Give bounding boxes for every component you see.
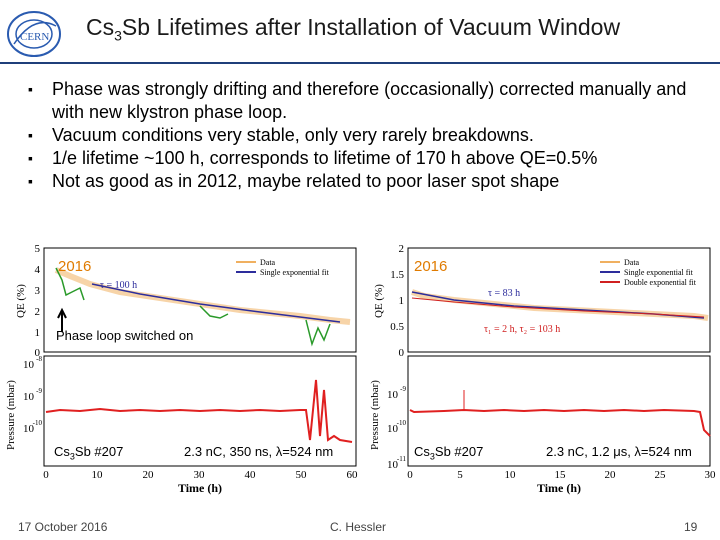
tick-label: 20 [143,469,155,481]
title-divider [0,62,720,64]
tick-label: 10 [505,469,517,481]
right-sample-label: Cs3Sb #207 [414,444,484,462]
annotation-arrow-icon [57,307,67,332]
tick-label: 10 [23,391,35,403]
tick-exp: -9 [36,387,42,395]
tick-label: 10 [23,423,35,435]
left-legend-fit: Single exponential fit [260,268,330,277]
left-x-ticks: 0 10 20 30 40 50 60 [43,469,358,481]
page-title: Cs3Sb Lifetimes after Installation of Va… [86,14,621,44]
bullet-item: Not as good as in 2012, maybe related to… [28,170,698,193]
right-xlabel: Time (h) [537,481,581,495]
bullet-item: Phase was strongly drifting and therefor… [28,78,698,124]
tick-exp: -10 [397,419,407,427]
right-legend-data: Data [624,258,640,267]
left-qe-green-trace-2 [199,305,229,319]
left-tau-label: τ = 100 h [100,280,137,291]
right-legend-fit1: Single exponential fit [624,268,694,277]
phase-loop-annotation: Phase loop switched on [56,328,194,343]
tick-exp: -8 [36,355,42,363]
bullet-item: 1/e lifetime ~100 h, corresponds to life… [28,147,698,170]
footer-date: 17 October 2016 [18,520,108,534]
right-tau-label: τ = 83 h [488,288,520,299]
cern-logo-icon: CERN [7,11,61,57]
tick-label: 10 [387,389,399,401]
tick-label: 5 [457,469,463,481]
left-lifetime-plot: Data Single exponential fit τ = 100 h 5 … [5,243,358,495]
left-pressure-trace [45,379,353,443]
right-qe-fit-double [411,297,705,318]
logo-text: CERN [20,31,49,43]
tick-exp: -10 [33,419,43,427]
tick-label: 0 [407,469,413,481]
bullet-item: Vacuum conditions very stable, only very… [28,124,698,147]
tick-label: 20 [605,469,617,481]
right-legend-fit2: Double exponential fit [624,278,697,287]
tick-label: 1 [399,295,405,307]
tick-label: 10 [92,469,104,481]
tick-exp: -11 [397,455,407,463]
right-qe-panel [407,247,711,353]
tick-exp: -9 [400,385,406,393]
left-p-ticks: 10 -8 10 -9 10 -10 [23,355,42,435]
tick-label: 2 [35,306,41,318]
left-year-label: 2016 [58,258,92,275]
tick-label: 4 [35,264,41,276]
tick-label: 10 [387,459,399,471]
left-qe-green-trace-3 [305,319,331,347]
tick-label: 10 [387,423,399,435]
right-qe-ticks: 2 1.5 1 0.5 0 [390,243,404,359]
bullet-list: Phase was strongly drifting and therefor… [28,78,698,193]
tick-label: 25 [655,469,667,481]
left-p-ylabel: Pressure (mbar) [5,380,17,450]
right-qe-ylabel: QE (%) [373,284,385,318]
left-qe-green-trace [55,267,85,301]
right-tau2-label: τ₁ = 2 h, τ₂ = 103 h [484,324,560,335]
tick-label: 0.5 [390,321,404,333]
tick-label: 50 [296,469,308,481]
right-beam-params: 2.3 nC, 1.2 μs, λ=524 nm [546,444,692,459]
tick-label: 3 [35,285,41,297]
tick-label: 5 [35,243,41,255]
tick-label: 15 [555,469,567,481]
tick-label: 2 [399,243,405,255]
tick-label: 40 [245,469,257,481]
tick-label: 0 [399,347,405,359]
footer-author: C. Hessler [330,520,387,534]
right-p-ticks: 10 -9 10 -10 10 -11 [387,385,406,471]
left-qe-ylabel: QE (%) [15,284,27,318]
right-year-label: 2016 [414,258,448,275]
tick-label: 30 [705,469,717,481]
left-qe-ticks: 5 4 3 2 1 0 [35,243,41,359]
right-x-ticks: 0 5 10 15 20 25 30 [407,469,716,481]
tick-label: 1.5 [390,269,404,281]
left-beam-params: 2.3 nC, 350 ns, λ=524 nm [184,444,334,459]
left-sample-label: Cs3Sb #207 [54,444,124,462]
left-qe-panel [43,247,357,353]
page-number: 19 [684,520,698,534]
right-lifetime-plot: Data Single exponential fit Double expon… [369,243,716,495]
left-xlabel: Time (h) [178,481,222,495]
tick-label: 60 [347,469,359,481]
tick-label: 0 [35,347,41,359]
tick-label: 30 [194,469,206,481]
left-qe-fit-line [91,283,341,323]
tick-label: 10 [23,359,35,371]
right-pressure-trace [409,408,711,437]
tick-label: 0 [43,469,49,481]
left-legend-data: Data [260,258,276,267]
tick-label: 1 [35,327,41,339]
right-p-ylabel: Pressure (mbar) [369,380,381,450]
